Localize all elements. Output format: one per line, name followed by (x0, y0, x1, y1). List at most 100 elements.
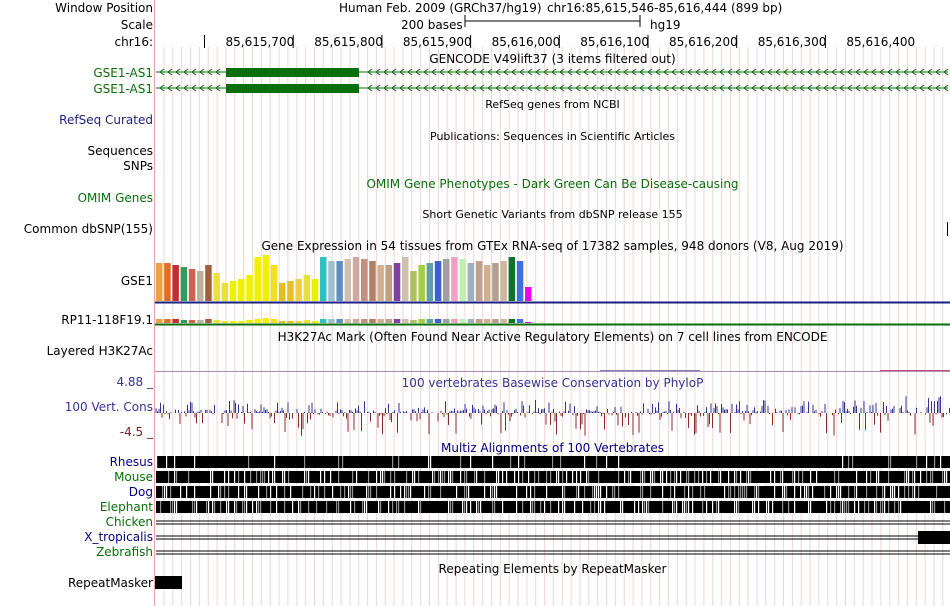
gtex-tissue-bar[interactable] (172, 265, 179, 301)
gtex-tissue-bar[interactable] (434, 261, 442, 301)
gtex-tissue-bar[interactable] (369, 261, 376, 301)
gtex-tissue-bar-small[interactable] (164, 319, 171, 323)
gtex-tissue-bar[interactable] (295, 279, 302, 301)
gtex-tissue-bar[interactable] (164, 263, 171, 301)
gtex-tissue-bar[interactable] (451, 257, 458, 301)
multiz-alignment-rows[interactable] (156, 456, 950, 555)
gtex-tissue-bar-small[interactable] (213, 320, 220, 323)
gtex-tissue-bar-small[interactable] (336, 319, 343, 323)
gtex-tissue-bar-small[interactable] (467, 319, 475, 323)
gtex-tissue-bar-small[interactable] (500, 319, 507, 323)
gtex-tissue-bar[interactable] (270, 265, 278, 301)
gtex-tissue-bar-small[interactable] (361, 319, 368, 323)
gtex-tissue-bar-small[interactable] (369, 319, 376, 323)
gtex-tissue-bar-small[interactable] (205, 319, 212, 323)
gtex-tissue-bar-small[interactable] (344, 319, 352, 323)
multiz-species-dog[interactable]: Dog (128, 485, 153, 499)
gtex-tissue-bar[interactable] (262, 255, 270, 301)
gtex-tissue-bar-small[interactable] (451, 319, 458, 323)
gtex-tissue-bar[interactable] (352, 257, 360, 301)
gtex-tissue-bar[interactable] (303, 275, 311, 301)
gtex-tissue-bar-small[interactable] (525, 322, 532, 323)
gtex-tissue-bar[interactable] (385, 265, 393, 301)
gtex-tissue-bar-small[interactable] (443, 319, 450, 323)
publications-sequences-label[interactable]: Sequences (87, 144, 153, 158)
gencode-item-label[interactable]: GSE1-AS1 (93, 66, 153, 80)
gtex-tissue-bar[interactable] (320, 257, 327, 301)
gtex-tissue-bar-small[interactable] (352, 319, 360, 323)
gtex-tissue-bar[interactable] (328, 261, 335, 301)
publications-snps-label[interactable]: SNPs (123, 159, 153, 173)
gtex-tissue-bar[interactable] (402, 257, 409, 301)
h3k27ac-track-label[interactable]: Layered H3K27Ac (46, 344, 153, 358)
gtex-tissue-bar[interactable] (254, 257, 261, 301)
multiz-species-rhesus[interactable]: Rhesus (109, 455, 153, 469)
gtex-tissue-bar-small[interactable] (492, 319, 499, 323)
gtex-tissue-bar-small[interactable] (516, 319, 524, 323)
gtex-tissue-bar-small[interactable] (459, 319, 466, 323)
gtex-tissue-bar-small[interactable] (508, 319, 516, 323)
gtex-gene-label[interactable]: RP11-118F19.1 (61, 313, 153, 327)
gtex-tissue-bar-small[interactable] (221, 321, 229, 323)
gtex-tissue-bar-small[interactable] (303, 320, 311, 323)
gtex-tissue-bar-small[interactable] (287, 321, 294, 323)
gtex-tissue-bar[interactable] (279, 283, 286, 301)
gtex-tissue-bar-small[interactable] (402, 319, 409, 323)
gencode-exon[interactable] (226, 68, 359, 77)
gtex-tissue-bar[interactable] (426, 263, 434, 301)
gtex-tissue-bar-small[interactable] (238, 321, 245, 323)
gtex-tissue-bar-small[interactable] (311, 321, 319, 323)
gtex-tissue-bar-small[interactable] (320, 319, 327, 323)
gtex-tissue-bar[interactable] (443, 259, 450, 301)
gtex-tissue-bar-small[interactable] (156, 319, 163, 323)
gtex-tissue-bar-small[interactable] (279, 321, 286, 323)
gtex-tissue-bar[interactable] (525, 287, 532, 301)
gtex-tissue-bar[interactable] (188, 269, 196, 301)
gtex-tissue-bar-small[interactable] (262, 318, 270, 323)
cons-track-label[interactable]: 100 Vert. Cons (64, 400, 153, 414)
repeatmasker-track-title[interactable]: Repeating Elements by RepeatMasker (438, 562, 667, 576)
gtex-tissue-bar[interactable] (205, 265, 212, 301)
omim-track-label[interactable]: OMIM Genes (77, 191, 153, 205)
gtex-tissue-bar-small[interactable] (180, 320, 188, 323)
gtex-tissue-bar-small[interactable] (475, 319, 483, 323)
gtex-tissue-bar-small[interactable] (385, 319, 393, 323)
gtex-tissue-bar[interactable] (287, 281, 294, 301)
base-position-ruler[interactable] (204, 35, 826, 48)
gtex-tissue-bar-small[interactable] (377, 319, 384, 323)
gtex-tissue-bar[interactable] (311, 279, 319, 301)
gtex-tissue-bar[interactable] (467, 263, 475, 301)
conservation-wiggle[interactable] (155, 396, 950, 436)
gtex-tissue-bar[interactable] (516, 261, 524, 301)
repeatmasker-track-label[interactable]: RepeatMasker (67, 576, 153, 590)
gtex-tissue-bar-small[interactable] (172, 319, 179, 323)
h3k27ac-track-title[interactable]: H3K27Ac Mark (Often Found Near Active Re… (277, 330, 828, 344)
gtex-tissue-bar[interactable] (197, 271, 204, 301)
gtex-tissue-bar-small[interactable] (484, 319, 491, 323)
gtex-tissue-bar-small[interactable] (328, 319, 335, 323)
gencode-exon[interactable] (226, 84, 359, 93)
gtex-tissue-bar[interactable] (361, 259, 368, 301)
gtex-tissue-bar-small[interactable] (246, 320, 253, 323)
gtex-tissue-bar[interactable] (213, 273, 220, 301)
gtex-tissue-bar[interactable] (221, 283, 229, 301)
gtex-tissue-bar[interactable] (500, 261, 507, 301)
multiz-species-elephant[interactable]: Elephant (99, 500, 153, 514)
cons-track-title[interactable]: 100 vertebrates Basewise Conservation by… (401, 376, 704, 390)
gtex-tissue-bar[interactable] (459, 259, 466, 301)
gtex-tissue-bar[interactable] (229, 281, 237, 301)
gtex-tissue-bar-small[interactable] (295, 321, 302, 323)
gtex-tissue-bar[interactable] (508, 257, 516, 301)
gtex-tissue-bar-small[interactable] (254, 319, 261, 323)
gtex-tissue-bar-small[interactable] (270, 319, 278, 323)
multiz-species-zebrafish[interactable]: Zebrafish (96, 545, 153, 559)
multiz-track-title[interactable]: Multiz Alignments of 100 Vertebrates (440, 441, 665, 455)
gtex-tissue-bar[interactable] (410, 271, 417, 301)
gtex-tissue-bar[interactable] (484, 265, 491, 301)
gtex-tissue-bar-small[interactable] (410, 320, 417, 323)
gtex-gene-label[interactable]: GSE1 (120, 274, 153, 288)
gtex-tissue-bar[interactable] (418, 265, 425, 301)
gtex-tissue-bar-small[interactable] (434, 319, 442, 323)
gencode-track-title[interactable]: GENCODE V49lift37 (3 items filtered out) (429, 52, 676, 66)
multiz-species-xtropicalis[interactable]: X_tropicalis (84, 530, 153, 544)
